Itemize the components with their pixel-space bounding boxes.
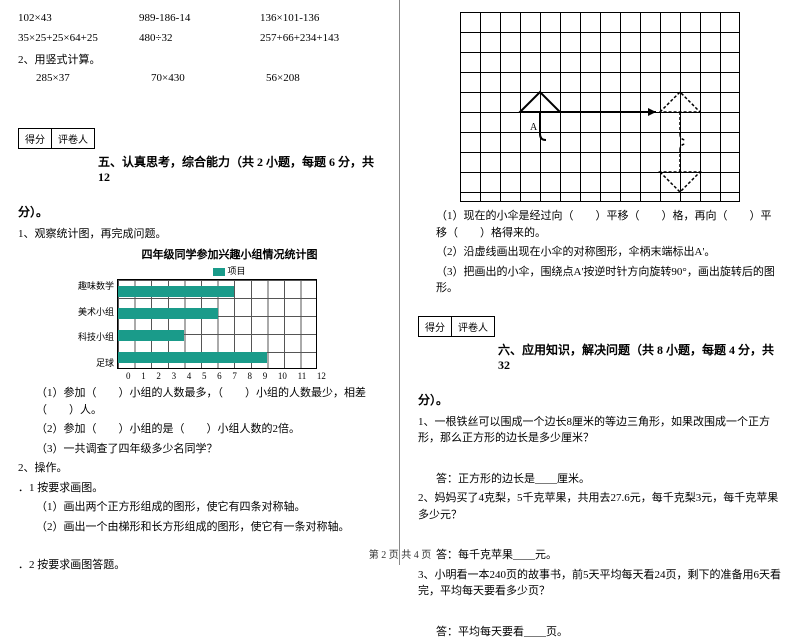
x-tick: 12 (317, 371, 326, 381)
calc-expr: 136×101-136 (260, 12, 381, 24)
q1-label: 1、观察统计图，再完成问题。 (18, 226, 381, 243)
q2a: ．1 按要求画图。 (18, 480, 381, 497)
arrow-head-icon (648, 108, 656, 116)
chart-x-axis: 0 1 2 3 4 5 6 7 8 9 10 11 12 (126, 369, 326, 381)
section-5-title-end: 分）。 (18, 203, 381, 220)
x-tick: 9 (263, 371, 268, 381)
grid-q1: （1）现在的小伞是经过向（ ）平移（ ）格，再向（ ）平移（ ）格得来的。 (418, 208, 782, 241)
solid-umbrella-hook (540, 134, 546, 140)
vertical-calc-label: 2、用竖式计算。 (18, 52, 381, 69)
calc-expr: 70×430 (151, 72, 266, 84)
calc-expr: 989-186-14 (139, 12, 260, 24)
r-a3: 答：平均每天要看____页。 (418, 624, 782, 640)
x-tick: 7 (232, 371, 237, 381)
x-tick: 4 (187, 371, 192, 381)
solid-umbrella-tri (520, 92, 560, 112)
r-q1: 1、一根铁丝可以围成一个边长8厘米的等边三角形，如果改围成一个正方形，那么正方形… (418, 414, 782, 447)
x-tick: 1 (141, 371, 146, 381)
calc-expr: 480÷32 (139, 32, 260, 44)
right-column: A （1）现在的小伞是经过向（ ）平移（ ）格，再向（ ）平移（ ）格得来的。 … (400, 0, 800, 565)
calc-expr: 102×43 (18, 12, 139, 24)
legend-text: 项目 (227, 266, 245, 276)
y-cat: 科技小组 (78, 330, 114, 343)
score-box-r: 得分 评卷人 (418, 316, 495, 337)
q2-label: 2、操作。 (18, 460, 381, 477)
q1-sub2: （2）参加（ ）小组的是（ ）小组人数的2倍。 (18, 421, 381, 438)
score-label: 得分 (19, 129, 52, 148)
dashed-umbrella-down (660, 144, 700, 192)
score-label: 得分 (419, 317, 452, 336)
q1-sub1: （1）参加（ ）小组的人数最多，（ ）小组的人数最少，相差（ ）人。 (18, 385, 381, 418)
chart-grid (117, 279, 317, 369)
bar-2 (118, 330, 184, 341)
chart-y-labels: 趣味数学 美术小组 科技小组 足球 (78, 279, 117, 369)
calc-row-1: 102×43 989-186-14 136×101-136 (18, 12, 381, 24)
reviewer-label: 评卷人 (452, 317, 494, 336)
chart-legend: 项目 (78, 264, 381, 277)
grid-figure: A (460, 12, 740, 202)
left-column: 102×43 989-186-14 136×101-136 35×25+25×6… (0, 0, 400, 565)
label-a: A (530, 122, 538, 133)
x-tick: 11 (298, 371, 307, 381)
x-tick: 6 (217, 371, 222, 381)
grid-q2: （2）沿虚线画出现在小伞的对称图形，伞柄末端标出A'。 (418, 244, 782, 261)
calc-expr: 285×37 (36, 72, 151, 84)
x-tick: 3 (172, 371, 177, 381)
x-tick: 10 (278, 371, 287, 381)
q1-sub3: （3）一共调查了四年级多少名同学？ (18, 441, 381, 458)
y-cat: 趣味数学 (78, 279, 114, 292)
legend-swatch (213, 268, 225, 276)
q2a-sub1: （1）画出两个正方形组成的图形，使它有四条对称轴。 (18, 499, 381, 516)
x-tick: 2 (156, 371, 161, 381)
y-cat: 足球 (78, 356, 114, 369)
bar-chart: 四年级同学参加兴趣小组情况统计图 项目 趣味数学 美术小组 科技小组 足球 0 … (78, 246, 381, 381)
r-q3: 3、小明看一本240页的故事书，前5天平均每天看24页，剩下的准备用6天看完，平… (418, 567, 782, 600)
bar-0 (118, 286, 234, 297)
calc-expr: 56×208 (266, 72, 381, 84)
dashed-umbrella-up (660, 92, 700, 140)
calc-row-3: 285×37 70×430 56×208 (18, 72, 381, 84)
q2a-sub2: （2）画出一个由梯形和长方形组成的图形，使它有一条对称轴。 (18, 519, 381, 536)
x-tick: 0 (126, 371, 131, 381)
r-a1: 答：正方形的边长是____厘米。 (418, 471, 782, 488)
calc-row-2: 35×25+25×64+25 480÷32 257+66+234+143 (18, 32, 381, 44)
x-tick: 5 (202, 371, 207, 381)
chart-title: 四年级同学参加兴趣小组情况统计图 (78, 246, 381, 262)
calc-expr: 257+66+234+143 (260, 32, 381, 44)
section-6-title: 六、应用知识，解决问题（共 8 小题，每题 4 分，共 32 (498, 341, 782, 373)
bar-3 (118, 352, 267, 363)
umbrella-svg: A (460, 12, 740, 202)
calc-expr: 35×25+25×64+25 (18, 32, 139, 44)
r-q2: 2、妈妈买了4克梨，5千克苹果，共用去27.6元，每千克梨3元，每千克苹果多少元… (418, 490, 782, 523)
score-box: 得分 评卷人 (18, 128, 95, 149)
bar-1 (118, 308, 218, 319)
page-footer: 第 2 页 共 4 页 (0, 546, 800, 561)
grid-q3: （3）把画出的小伞，围绕点A'按逆时针方向旋转90°，画出旋转后的图形。 (418, 264, 782, 297)
section-6-title-end: 分）。 (418, 391, 782, 408)
y-cat: 美术小组 (78, 305, 114, 318)
section-5-title: 五、认真思考，综合能力（共 2 小题，每题 6 分，共 12 (98, 153, 381, 185)
reviewer-label: 评卷人 (52, 129, 94, 148)
x-tick: 8 (248, 371, 253, 381)
